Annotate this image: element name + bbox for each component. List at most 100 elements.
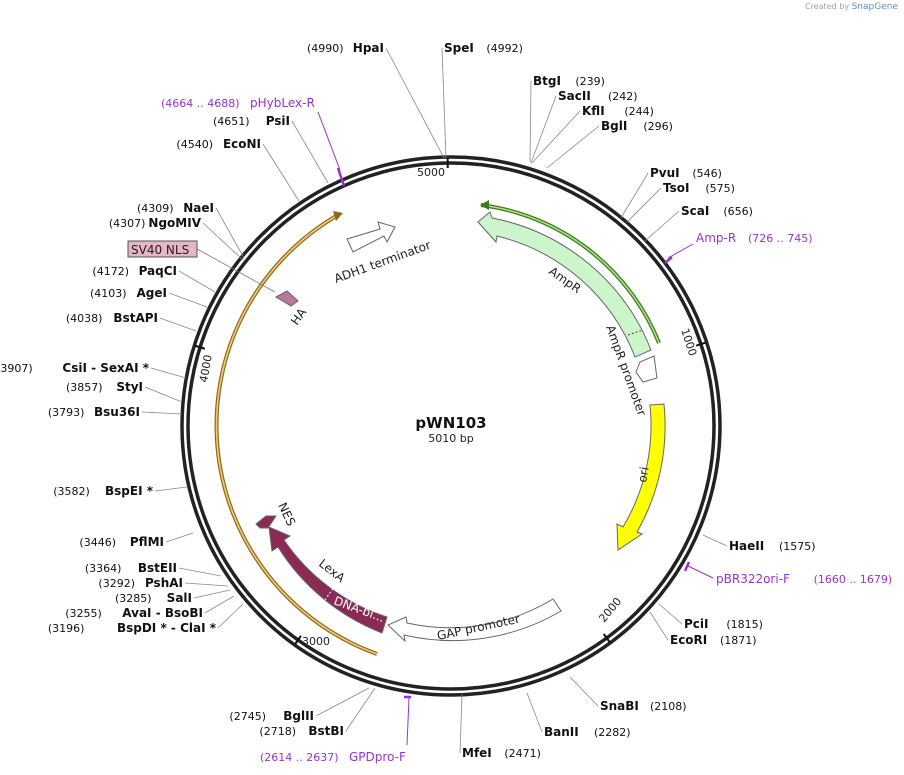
site-name: CsiI - SexAI * (62, 361, 149, 375)
restriction-site: BstAPI (4038) (66, 311, 197, 332)
restriction-site: BspDI * - ClaI * (3196) (48, 603, 244, 635)
restriction-site: HpaI (4990) (307, 41, 445, 159)
site-name: BspDI * - ClaI * (117, 621, 217, 635)
site-name: EcoNI (223, 137, 261, 151)
adh1-terminator-feature (346, 221, 396, 253)
site-connector (141, 411, 183, 415)
site-position: (4651) (213, 115, 250, 128)
restriction-site: MfeI (2471) (459, 693, 541, 760)
site-connector (644, 210, 680, 242)
restriction-site: HaeII (1575) (702, 534, 816, 553)
site-position: (244) (624, 105, 654, 118)
ampr-feature (477, 211, 652, 358)
site-connector (345, 687, 376, 732)
primer-mark (664, 256, 673, 264)
restriction-site: PflMI (3446) (79, 532, 194, 549)
primer-name: Amp-R (696, 231, 736, 245)
restriction-site: AvaI - BsoBI (3255) (65, 595, 235, 620)
plasmid-length: 5010 bp (428, 432, 473, 445)
site-name: AvaI - BsoBI (122, 606, 203, 620)
site-connector (620, 172, 649, 219)
site-connector (546, 125, 600, 169)
site-connector (291, 120, 329, 184)
site-name: EcoRI (670, 633, 707, 647)
site-position: (2471) (504, 747, 541, 760)
site-name: PflMI (130, 535, 164, 549)
restriction-site: BglI (296) (546, 119, 673, 169)
restriction-site: PsiI (4651) (213, 114, 329, 184)
orange-track (214, 213, 378, 656)
site-connector (193, 589, 231, 599)
ampr-promoter-feature (635, 355, 658, 383)
site-layer: HpaI (4990) SpeI (4992) BtgI (239)SacII (242)K… (0, 41, 816, 760)
tick-label: 4000 (197, 354, 215, 384)
restriction-site: PshAI (3292) (98, 576, 229, 590)
tick-mark (602, 633, 611, 643)
site-name: PshAI (145, 576, 183, 590)
restriction-site: BtgI (239) (529, 74, 605, 163)
primer-range: (2614 .. 2637) (260, 751, 339, 764)
backbone-inner (186, 161, 716, 691)
site-position: (4172) (92, 265, 129, 278)
site-name: SpeI (444, 41, 474, 55)
nes-label: NES (275, 500, 298, 528)
site-name: TsoI (663, 181, 689, 195)
site-connector (262, 143, 300, 202)
site-position: (656) (723, 205, 753, 218)
site-connector (154, 486, 188, 492)
tick-label: 2000 (596, 595, 624, 625)
restriction-site: PaqCI (4172) (92, 264, 216, 293)
site-connector (315, 687, 370, 717)
restriction-site: AgeI (4103) (90, 286, 208, 308)
site-connector (526, 692, 543, 733)
site-position: (296) (643, 120, 673, 133)
site-position: (4992) (486, 42, 523, 55)
site-name: BstAPI (113, 311, 158, 325)
site-position: (2745) (229, 710, 266, 723)
restriction-site: SacII (242) (530, 89, 638, 164)
primer-connector (317, 111, 341, 171)
site-position: (3285) (115, 592, 152, 605)
site-position: (3446) (79, 536, 116, 549)
restriction-site: PciI (1815) (658, 603, 763, 631)
site-name: BtgI (533, 74, 561, 88)
site-name: BanII (544, 725, 579, 739)
sv40-connector (196, 248, 276, 293)
site-name: BstEII (138, 561, 177, 575)
site-name: BglII (283, 709, 314, 723)
site-connector (531, 110, 581, 164)
site-connector (658, 603, 683, 625)
site-position: (3364) (85, 562, 122, 575)
green-track-inner (480, 204, 660, 344)
site-position: (2282) (594, 726, 631, 739)
site-connector (569, 676, 599, 707)
site-position: (2108) (650, 700, 687, 713)
primer-mark (336, 167, 346, 187)
site-name: StyI (116, 380, 143, 394)
site-name: PsiI (266, 114, 290, 128)
restriction-site: ScaI (656) (644, 204, 753, 242)
site-position: (3292) (98, 577, 135, 590)
site-name: BspEI * (105, 484, 154, 498)
site-name: PaqCI (139, 264, 177, 278)
site-connector (441, 47, 447, 159)
site-connector (530, 95, 557, 164)
primer-connector (687, 565, 714, 579)
site-connector (626, 187, 662, 223)
primer-annotation: (726 .. 745) Amp-R (664, 231, 813, 264)
primer-range: (1660 .. 1679) (814, 573, 893, 586)
restriction-site: SpeI (4992) (441, 41, 523, 159)
plasmid-name: pWN103 (415, 414, 486, 432)
tick-mark (695, 341, 706, 347)
primer-range: (726 .. 745) (748, 232, 813, 245)
restriction-site: NgoMIV(4307) (109, 216, 244, 261)
site-position: (3582) (53, 485, 90, 498)
snapgene-credit: Created by SnapGene (805, 2, 898, 12)
site-connector (168, 292, 208, 308)
ha-label: HA (288, 305, 310, 328)
primer-annotation: (2614 .. 2637) GPDpro-F (260, 695, 411, 764)
ori-label: ori (635, 466, 651, 484)
site-name: NaeI (183, 201, 214, 215)
gap-promoter-feature (387, 598, 562, 643)
